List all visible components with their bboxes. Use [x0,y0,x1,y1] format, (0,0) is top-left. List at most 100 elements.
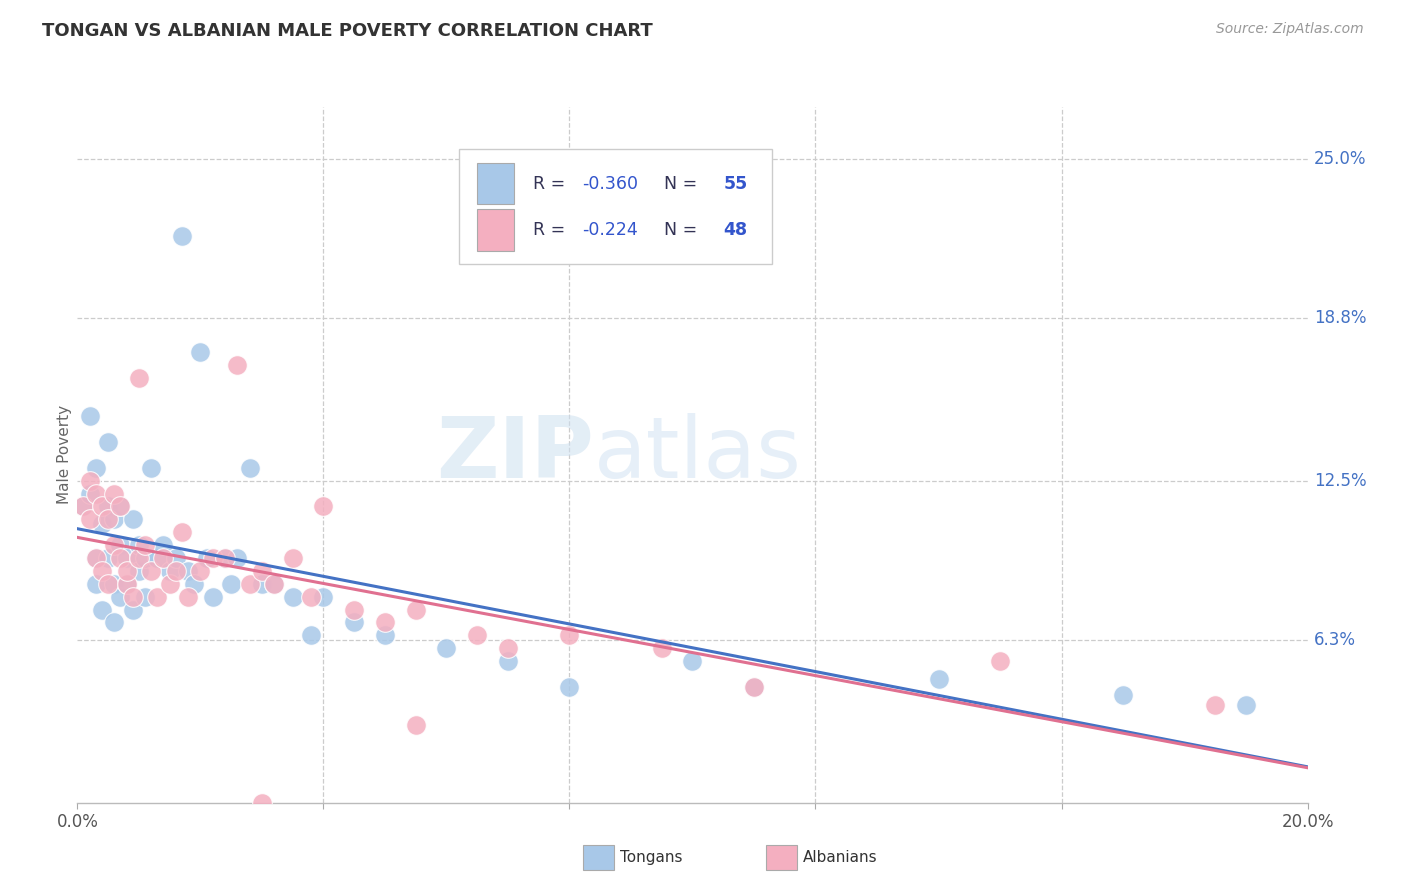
Point [84,460,107,475]
Point [299,628,322,642]
Point [188,564,212,578]
Text: ZIP: ZIP [436,413,595,497]
Point [214,551,236,566]
Point [742,680,765,694]
Text: atlas: atlas [595,413,801,497]
Point [988,654,1011,668]
Text: 55: 55 [723,175,748,193]
FancyBboxPatch shape [477,210,515,251]
Point [103,538,125,552]
Point [183,576,205,591]
Point [152,538,174,552]
Point [651,641,673,656]
Point [128,564,150,578]
Point [343,615,366,630]
Point [742,680,765,694]
Point [115,564,138,578]
Point [263,576,285,591]
Text: R =: R = [533,175,571,193]
Point [84,486,107,500]
Point [146,590,169,604]
Point [177,590,200,604]
Point [374,615,396,630]
Point [110,500,132,514]
Point [219,576,242,591]
Point [159,576,181,591]
Point [188,344,212,359]
Point [496,641,519,656]
Point [90,602,114,616]
Point [79,474,101,488]
Point [121,512,143,526]
Text: -0.224: -0.224 [582,221,637,239]
Point [558,628,581,642]
Point [103,615,125,630]
Point [134,538,156,552]
Point [79,409,101,424]
Text: Albanians: Albanians [803,850,877,864]
Point [90,500,114,514]
Point [165,551,187,566]
Point [465,628,488,642]
Point [165,564,187,578]
Point [170,228,193,243]
Point [299,590,322,604]
FancyBboxPatch shape [458,149,772,263]
Text: N =: N = [654,175,703,193]
Point [170,525,193,540]
Point [103,576,125,591]
Text: Source: ZipAtlas.com: Source: ZipAtlas.com [1216,22,1364,37]
Text: 6.3%: 6.3% [1313,632,1355,649]
Point [201,590,224,604]
Point [281,590,304,604]
Point [97,435,120,450]
Text: Tongans: Tongans [620,850,682,864]
Point [141,564,163,578]
Point [263,576,285,591]
Point [84,576,107,591]
Point [72,500,94,514]
Point [97,500,120,514]
Text: R =: R = [533,221,571,239]
Point [79,512,101,526]
Point [72,500,94,514]
Text: N =: N = [654,221,703,239]
Point [79,486,101,500]
Point [110,500,132,514]
Point [239,576,262,591]
FancyBboxPatch shape [477,162,515,204]
Point [682,654,704,668]
Point [84,551,107,566]
Point [115,576,138,591]
Point [110,551,132,566]
Point [134,551,156,566]
Point [90,564,114,578]
Text: TONGAN VS ALBANIAN MALE POVERTY CORRELATION CHART: TONGAN VS ALBANIAN MALE POVERTY CORRELAT… [42,22,652,40]
Point [128,551,150,566]
Point [312,590,335,604]
Point [250,796,273,810]
Point [115,576,138,591]
Point [226,358,249,372]
Point [343,602,366,616]
Point [121,590,143,604]
Point [201,551,224,566]
Point [141,460,163,475]
Point [558,680,581,694]
Point [1112,688,1135,702]
Point [312,500,335,514]
Point [159,564,181,578]
Point [103,486,125,500]
Text: 48: 48 [723,221,748,239]
Point [250,576,273,591]
Point [97,512,120,526]
Point [239,460,262,475]
Point [214,551,236,566]
Point [195,551,218,566]
Point [128,538,150,552]
Point [103,512,125,526]
Y-axis label: Male Poverty: Male Poverty [56,405,72,505]
Point [928,672,950,686]
Point [115,551,138,566]
Point [128,370,150,384]
